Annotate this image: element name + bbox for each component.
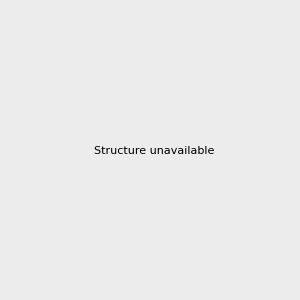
Text: Structure unavailable: Structure unavailable <box>94 146 214 157</box>
